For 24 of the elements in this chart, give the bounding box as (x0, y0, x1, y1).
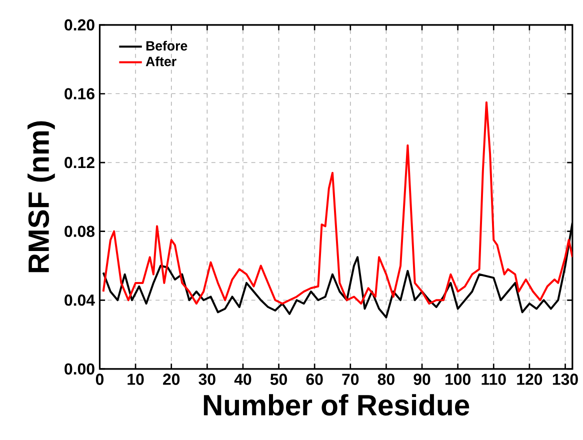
x-tick-label: 0 (96, 374, 104, 386)
legend-label: Before (146, 40, 188, 51)
x-tick-label: 110 (482, 374, 506, 386)
y-axis-title: RMSF (nm) (28, 121, 55, 272)
x-axis-title: Number of Residue (204, 394, 470, 416)
x-tick-label: 50 (270, 374, 287, 386)
x-tick-label: 60 (306, 374, 323, 386)
legend-label: After (146, 56, 176, 66)
x-tick-label: 90 (414, 374, 430, 386)
y-tick-label: 0.04 (64, 294, 95, 306)
x-tick-label: 70 (342, 374, 359, 386)
x-tick-label: 100 (446, 374, 470, 386)
x-tick-label: 20 (163, 374, 180, 386)
x-tick-label: 130 (552, 374, 578, 386)
y-tick-label: 0.12 (64, 157, 94, 168)
y-tick-label: 0.08 (64, 226, 95, 238)
y-tick-label: 0.00 (64, 363, 94, 375)
y-tick-label: 0.16 (64, 88, 94, 100)
x-tick-label: 40 (234, 374, 252, 386)
x-tick-label: 80 (378, 374, 394, 386)
x-tick-label: 10 (128, 374, 144, 386)
x-tick-label: 120 (517, 374, 542, 386)
y-tick-label: 0.20 (64, 19, 94, 31)
x-tick-label: 30 (198, 374, 216, 386)
